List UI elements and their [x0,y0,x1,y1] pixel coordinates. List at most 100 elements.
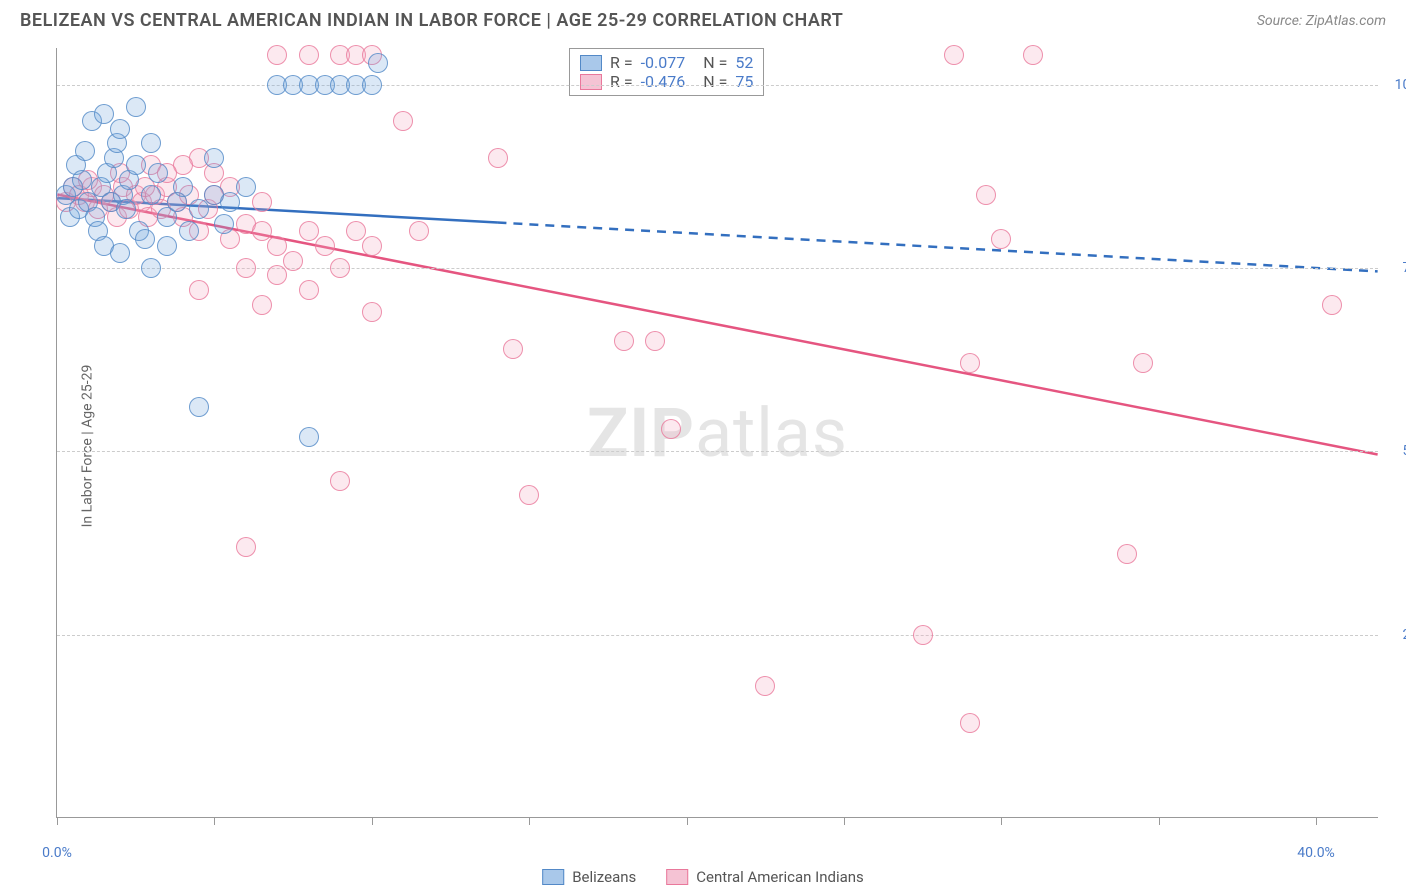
ytick-label: 50.0% [1402,443,1406,459]
xtick [529,817,530,825]
legend-label: Belizeans [572,868,636,886]
trend-lines-svg [57,48,1378,817]
ytick-label: 100.0% [1395,77,1406,93]
stats-row-cai: R = -0.476 N = 75 [580,72,753,91]
r-value: -0.077 [641,53,686,72]
scatter-point [141,258,161,278]
gridline-horizontal [57,85,1378,86]
scatter-point [362,302,382,322]
chart-plot-area: ZIPatlas R = -0.077 N = 52 R = -0.476 N … [56,48,1378,818]
scatter-point [755,676,775,696]
scatter-point [173,177,193,197]
scatter-point [252,221,272,241]
scatter-point [141,185,161,205]
swatch-pink-icon [666,869,688,885]
xtick-label: 0.0% [42,845,72,861]
scatter-point [126,97,146,117]
chart-header: BELIZEAN VS CENTRAL AMERICAN INDIAN IN L… [0,0,1406,41]
scatter-point [116,199,136,219]
scatter-point [267,236,287,256]
scatter-point [913,625,933,645]
xtick [372,817,373,825]
scatter-point [393,111,413,131]
scatter-point [645,331,665,351]
scatter-point [236,177,256,197]
gridline-horizontal [57,451,1378,452]
r-value: -0.476 [641,72,686,91]
scatter-point [236,258,256,278]
scatter-point [1133,353,1153,373]
legend-label: Central American Indians [696,868,864,886]
scatter-point [189,280,209,300]
n-label: N = [703,53,727,72]
stats-row-belizeans: R = -0.077 N = 52 [580,53,753,72]
scatter-point [283,251,303,271]
scatter-point [960,713,980,733]
xtick [1159,817,1160,825]
scatter-point [519,485,539,505]
scatter-point [346,221,366,241]
scatter-point [661,419,681,439]
scatter-point [94,104,114,124]
scatter-point [299,45,319,65]
scatter-point [944,45,964,65]
scatter-point [488,148,508,168]
scatter-point [126,155,146,175]
scatter-point [236,537,256,557]
scatter-point [135,229,155,249]
bottom-legend: Belizeans Central American Indians [542,868,864,886]
scatter-point [299,427,319,447]
xtick [1001,817,1002,825]
scatter-point [179,221,199,241]
scatter-point [315,236,335,256]
scatter-point [991,229,1011,249]
scatter-point [362,75,382,95]
scatter-point [330,471,350,491]
scatter-point [362,236,382,256]
scatter-point [330,258,350,278]
n-value: 52 [735,53,753,72]
gridline-horizontal [57,635,1378,636]
swatch-pink-icon [580,74,602,90]
scatter-point [976,185,996,205]
scatter-point [141,133,161,153]
scatter-point [75,141,95,161]
ytick-label: 25.0% [1402,627,1406,643]
r-label: R = [610,72,633,91]
legend-item-cai: Central American Indians [666,868,864,886]
swatch-blue-icon [580,55,602,71]
scatter-point [1023,45,1043,65]
scatter-point [1322,295,1342,315]
scatter-point [368,53,388,73]
scatter-point [252,192,272,212]
scatter-point [72,170,92,190]
xtick [844,817,845,825]
scatter-point [267,265,287,285]
legend-item-belizeans: Belizeans [542,868,636,886]
watermark: ZIPatlas [587,393,848,473]
scatter-point [110,243,130,263]
scatter-point [220,192,240,212]
ytick-label: 75.0% [1402,260,1406,276]
xtick [1316,817,1317,825]
scatter-point [614,331,634,351]
chart-title: BELIZEAN VS CENTRAL AMERICAN INDIAN IN L… [20,10,843,31]
swatch-blue-icon [542,869,564,885]
scatter-point [214,214,234,234]
scatter-point [1117,544,1137,564]
xtick [687,817,688,825]
xtick [57,817,58,825]
scatter-point [252,295,272,315]
scatter-point [503,339,523,359]
scatter-point [110,119,130,139]
scatter-point [148,163,168,183]
scatter-point [267,45,287,65]
scatter-point [189,397,209,417]
n-label: N = [703,72,727,91]
scatter-point [299,280,319,300]
scatter-point [299,221,319,241]
r-label: R = [610,53,633,72]
scatter-point [157,236,177,256]
xtick-label: 40.0% [1297,845,1335,861]
xtick [214,817,215,825]
